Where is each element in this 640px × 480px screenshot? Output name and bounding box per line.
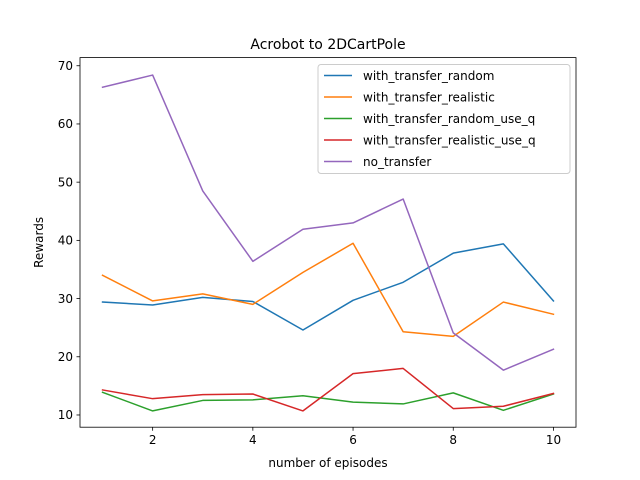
legend-label-with_transfer_random: with_transfer_random bbox=[363, 69, 494, 83]
series-line-with_transfer_random_use_q bbox=[101, 391, 555, 412]
series-line-with_transfer_realistic_use_q bbox=[101, 367, 555, 412]
legend-label-with_transfer_realistic_use_q: with_transfer_realistic_use_q bbox=[363, 133, 536, 147]
x-tick-label: 2 bbox=[149, 433, 157, 447]
y-axis-ticks: 10 20 30 40 50 60 70 bbox=[58, 59, 80, 422]
x-axis-ticks: 2 4 6 8 10 bbox=[149, 427, 561, 447]
legend: with_transfer_random with_transfer_realis… bbox=[317, 64, 571, 174]
plot-frame bbox=[79, 57, 577, 428]
y-tick-label: 10 bbox=[58, 408, 73, 422]
legend-label-no_transfer: no_transfer bbox=[363, 155, 431, 169]
y-tick-label: 40 bbox=[58, 234, 73, 248]
y-axis-label: Rewards bbox=[32, 217, 46, 268]
y-tick-label: 30 bbox=[58, 292, 73, 306]
series-layer bbox=[101, 74, 555, 412]
y-tick-label: 20 bbox=[58, 350, 73, 364]
legend-box bbox=[317, 64, 571, 174]
x-axis-label: number of episodes bbox=[268, 456, 387, 470]
y-tick-label: 60 bbox=[58, 117, 73, 131]
legend-label-with_transfer_realistic: with_transfer_realistic bbox=[363, 90, 495, 104]
series-line-with_transfer_random bbox=[101, 243, 555, 331]
x-tick-label: 8 bbox=[449, 433, 457, 447]
series-line-no_transfer bbox=[101, 74, 555, 371]
series-line-with_transfer_realistic bbox=[101, 242, 555, 338]
x-tick-label: 6 bbox=[349, 433, 357, 447]
x-tick-label: 10 bbox=[546, 433, 561, 447]
legend-label-with_transfer_random_use_q: with_transfer_random_use_q bbox=[363, 112, 535, 126]
y-tick-label: 70 bbox=[58, 59, 73, 73]
chart-title: Acrobot to 2DCartPole bbox=[250, 37, 405, 53]
x-tick-label: 4 bbox=[249, 433, 257, 447]
y-tick-label: 50 bbox=[58, 175, 73, 189]
